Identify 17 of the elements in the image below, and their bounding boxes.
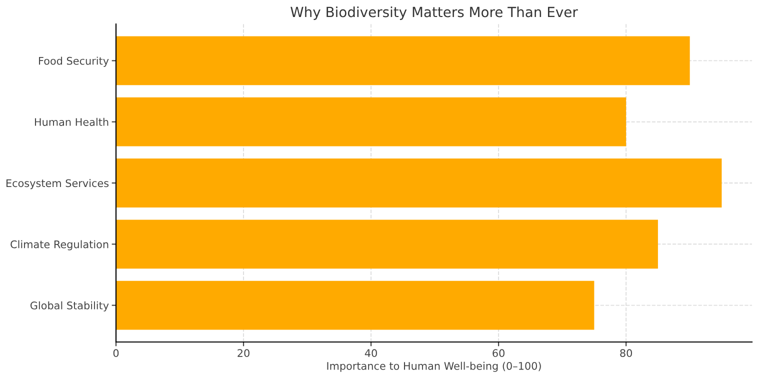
y-tick-label: Global Stability bbox=[30, 301, 109, 312]
chart-title: Why Biodiversity Matters More Than Ever bbox=[290, 6, 578, 20]
x-tick-label: 0 bbox=[113, 349, 119, 358]
bar bbox=[116, 280, 594, 330]
x-axis-title: Importance to Human Well-being (0–100) bbox=[327, 362, 541, 372]
bar bbox=[116, 220, 658, 269]
x-tick-label: 20 bbox=[238, 349, 250, 358]
y-tick-label: Human Health bbox=[34, 118, 108, 126]
bar bbox=[116, 158, 722, 208]
x-tick-label: 80 bbox=[620, 349, 632, 358]
x-tick-label: 40 bbox=[364, 349, 377, 358]
y-tick-label: Ecosystem Services bbox=[6, 179, 109, 190]
bar bbox=[116, 36, 690, 86]
y-tick-label: Climate Regulation bbox=[10, 240, 108, 250]
x-tick-label: 60 bbox=[492, 349, 504, 358]
y-tick-label: Food Security bbox=[39, 56, 109, 67]
bar bbox=[116, 97, 626, 146]
